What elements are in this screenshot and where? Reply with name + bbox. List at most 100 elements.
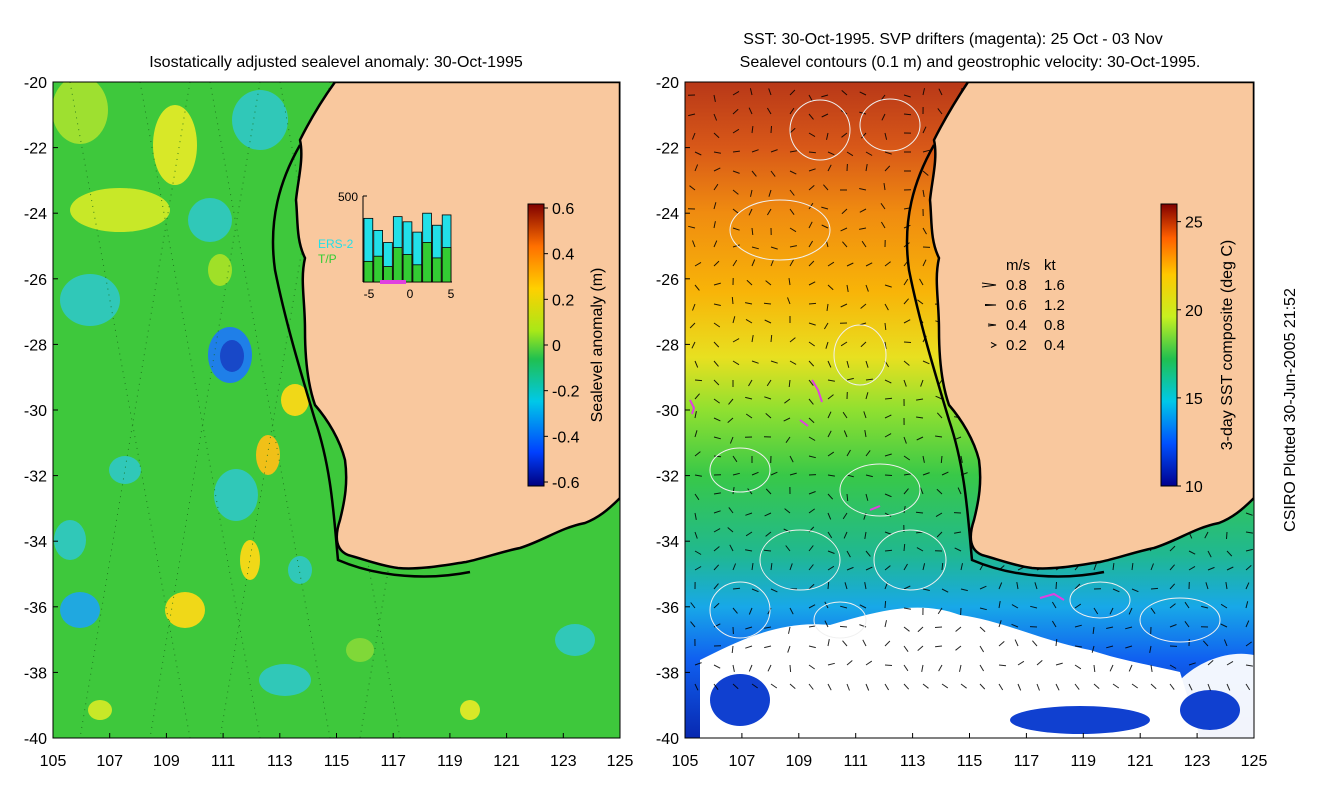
left-x-axis: 105 107 109 111 113 115 117 119 121 123 125 bbox=[40, 733, 633, 770]
right-xtick-label: 125 bbox=[1241, 753, 1268, 770]
right-map-panel: SST: 30-Oct-1995. SVP drifters (magenta)… bbox=[684, 31, 1255, 739]
inset-window-marker bbox=[380, 280, 406, 284]
legend-ms-value: 0.6 bbox=[1006, 297, 1027, 314]
right-ytick-label: -28 bbox=[656, 337, 679, 354]
left-cb-tick-label: 0 bbox=[552, 338, 561, 355]
inset-xtick-0: -5 bbox=[364, 287, 375, 301]
right-ytick-label: -32 bbox=[656, 469, 679, 486]
sealevel-contours bbox=[709, 98, 1221, 643]
left-ytick-label: -28 bbox=[24, 337, 47, 354]
right-ytick-label: -24 bbox=[656, 206, 679, 223]
left-ytick-label: -30 bbox=[24, 403, 47, 420]
right-australia-land bbox=[928, 82, 1254, 570]
left-xtick-label: 107 bbox=[96, 753, 123, 770]
left-xtick-label: 113 bbox=[267, 753, 293, 770]
left-ytick-label: -26 bbox=[24, 272, 47, 289]
right-colorbar: 25 20 15 10 3-day SST composite (deg C) bbox=[1160, 203, 1236, 496]
inset-xtick-1: 0 bbox=[407, 287, 414, 301]
inset-tp-bar bbox=[441, 247, 452, 283]
right-colorbar-label: 3-day SST composite (deg C) bbox=[1219, 240, 1236, 450]
legend-ms-value: 0.8 bbox=[1006, 277, 1027, 294]
right-ytick-label: -22 bbox=[656, 141, 679, 158]
legend-header-kt: kt bbox=[1044, 257, 1057, 274]
right-ytick-label: -20 bbox=[656, 75, 679, 92]
svp-drifter-tracks bbox=[689, 379, 1065, 601]
right-ytick-label: -40 bbox=[656, 731, 679, 748]
left-ytick-label: -20 bbox=[24, 75, 47, 92]
legend-kt-value: 0.4 bbox=[1044, 337, 1065, 354]
inset-tp-label: T/P bbox=[318, 252, 337, 266]
legend-kt-value: 1.2 bbox=[1044, 297, 1065, 314]
right-xtick-label: 113 bbox=[900, 753, 926, 770]
left-xtick-label: 109 bbox=[153, 753, 180, 770]
left-xtick-label: 119 bbox=[437, 753, 463, 770]
right-xtick-label: 109 bbox=[785, 753, 812, 770]
inset-tp-bar bbox=[432, 257, 442, 283]
legend-arrow bbox=[984, 304, 997, 306]
velocity-legend: m/s kt 0.8 1.6 0.6 1.2 0.4 0.8 0.2 0.4 bbox=[981, 257, 1065, 354]
left-xtick-label: 117 bbox=[380, 753, 406, 770]
left-xtick-label: 111 bbox=[211, 753, 235, 770]
right-ytick-label: -38 bbox=[656, 665, 679, 682]
inset-tp-bar bbox=[363, 260, 374, 283]
legend-kt-value: 1.6 bbox=[1044, 277, 1065, 294]
right-cb-tick-label: 20 bbox=[1185, 303, 1203, 320]
left-ytick-label: -40 bbox=[24, 731, 47, 748]
right-xtick-label: 107 bbox=[729, 753, 756, 770]
right-xtick-label: 123 bbox=[1184, 753, 1211, 770]
left-ytick-label: -22 bbox=[24, 141, 47, 158]
right-ytick-label: -30 bbox=[656, 403, 679, 420]
left-cb-tick-label: -0.4 bbox=[552, 429, 580, 446]
left-map-panel: Isostatically adjusted sealevel anomaly:… bbox=[52, 54, 621, 739]
inset-tp-bar bbox=[392, 247, 403, 283]
pass-count-inset: 500 ERS-2 T/P -5 0 5 bbox=[318, 190, 455, 301]
left-ytick-label: -34 bbox=[24, 534, 47, 551]
right-y-axis: -20 -22 -24 -26 -28 -30 -32 -34 -36 -38 -40 bbox=[656, 75, 690, 748]
legend-kt-value: 0.8 bbox=[1044, 317, 1065, 334]
right-cb-tick-label: 10 bbox=[1185, 479, 1203, 496]
right-ytick-label: -26 bbox=[656, 272, 679, 289]
right-xtick-label: 121 bbox=[1127, 753, 1154, 770]
inset-tp-bar bbox=[422, 242, 432, 283]
left-y-axis: -20 -22 -24 -26 -28 -30 -32 -34 -36 -38 -40 bbox=[24, 75, 58, 748]
legend-arrow bbox=[981, 282, 997, 288]
legend-header-ms: m/s bbox=[1006, 257, 1030, 274]
left-cb-tick-label: -0.2 bbox=[552, 384, 580, 401]
inset-bars bbox=[363, 212, 452, 283]
left-colorbar-label: Sealevel anomaly (m) bbox=[589, 268, 606, 423]
left-ytick-label: -32 bbox=[24, 469, 47, 486]
left-xtick-label: 105 bbox=[40, 753, 67, 770]
legend-arrow bbox=[990, 342, 998, 348]
right-x-axis: 105 107 109 111 113 115 117 119 121 123 125 bbox=[672, 733, 1268, 770]
legend-ms-value: 0.4 bbox=[1006, 317, 1027, 334]
left-colorbar-ramp bbox=[527, 203, 545, 487]
left-cb-tick-label: 0.2 bbox=[552, 292, 574, 309]
left-cb-tick-label: 0.4 bbox=[552, 247, 574, 264]
right-title-line2: Sealevel contours (0.1 m) and geostrophi… bbox=[740, 54, 1201, 71]
left-ytick-label: -24 bbox=[24, 206, 47, 223]
left-xtick-label: 121 bbox=[493, 753, 520, 770]
right-title-line1: SST: 30-Oct-1995. SVP drifters (magenta)… bbox=[743, 31, 1162, 48]
right-cb-tick-label: 25 bbox=[1185, 215, 1203, 232]
left-xtick-label: 123 bbox=[550, 753, 577, 770]
left-cb-tick-label: 0.6 bbox=[552, 201, 574, 218]
legend-arrow bbox=[987, 323, 997, 327]
right-ytick-label: -34 bbox=[656, 534, 679, 551]
right-xtick-label: 115 bbox=[957, 753, 983, 770]
inset-tp-bar bbox=[383, 266, 393, 283]
left-ytick-label: -36 bbox=[24, 600, 47, 617]
inset-xtick-2: 5 bbox=[448, 287, 455, 301]
right-xtick-label: 111 bbox=[844, 753, 868, 770]
inset-tp-bar bbox=[402, 254, 413, 283]
inset-ers2-label: ERS-2 bbox=[318, 237, 354, 251]
left-xtick-label: 115 bbox=[324, 753, 350, 770]
left-panel-title: Isostatically adjusted sealevel anomaly:… bbox=[149, 54, 523, 71]
right-cb-tick-label: 15 bbox=[1185, 391, 1203, 408]
sst-field bbox=[685, 82, 1254, 738]
left-ytick-label: -38 bbox=[24, 665, 47, 682]
right-xtick-label: 117 bbox=[1014, 753, 1040, 770]
inset-tp-bar bbox=[412, 264, 423, 283]
legend-ms-value: 0.2 bbox=[1006, 337, 1027, 354]
left-cb-tick-label: -0.6 bbox=[552, 475, 580, 492]
